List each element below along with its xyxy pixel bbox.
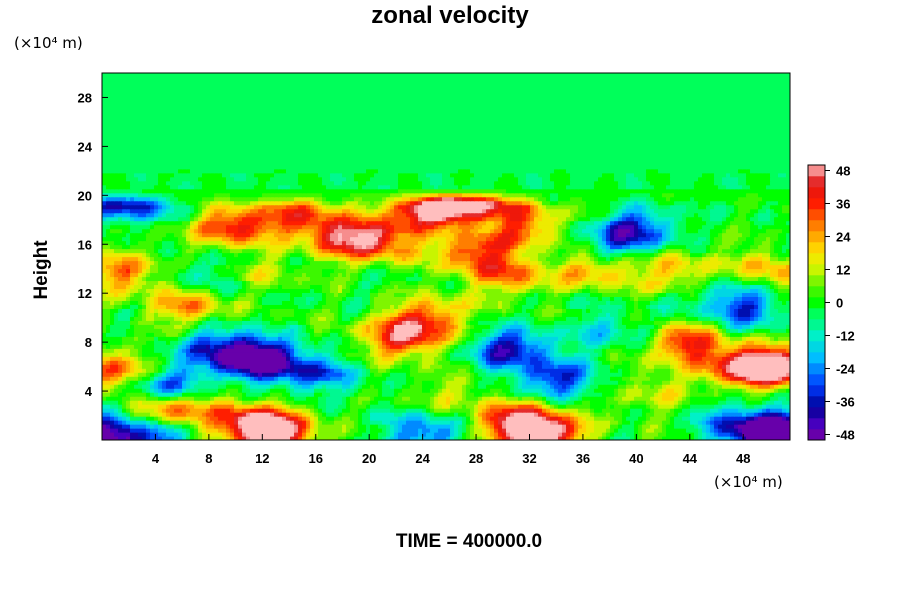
colorbar-segment [808, 385, 825, 396]
colorbar-segment [808, 209, 825, 220]
colorbar-segment [808, 242, 825, 253]
colorbar-segment [808, 352, 825, 363]
colorbar-segment [808, 374, 825, 385]
y-tick-label: 4 [85, 384, 93, 399]
y-tick-label: 20 [78, 188, 92, 203]
colorbar: 48 36 24 12 0 -12 -24 -36 -48 [808, 164, 856, 443]
colorbar-segment [808, 176, 825, 187]
colorbar-segment [808, 286, 825, 297]
colorbar-tick-label: 36 [836, 197, 850, 212]
colorbar-tick-label: 24 [836, 230, 851, 245]
colorbar-segment [808, 429, 825, 440]
colorbar-segment [808, 165, 825, 176]
colorbar-segment [808, 220, 825, 231]
x-tick-label: 40 [629, 451, 643, 466]
colorbar-segment [808, 253, 825, 264]
x-tick-label: 44 [683, 451, 698, 466]
colorbar-segment [808, 418, 825, 429]
colorbar-segment [808, 319, 825, 330]
x-tick-label: 28 [469, 451, 483, 466]
y-tick-label: 24 [78, 139, 93, 154]
colorbar-segment [808, 264, 825, 275]
y-tick-label: 8 [85, 335, 92, 350]
colorbar-segment [808, 187, 825, 198]
x-tick-label: 8 [205, 451, 212, 466]
colorbar-segment [808, 275, 825, 286]
colorbar-segment [808, 297, 825, 308]
colorbar-segment [808, 231, 825, 242]
y-tick-label: 28 [78, 90, 92, 105]
colorbar-tick-label: -24 [836, 362, 856, 377]
colorbar-segment [808, 396, 825, 407]
colorbar-tick-label: -48 [836, 428, 855, 443]
colorbar-tick-label: 12 [836, 263, 850, 278]
x-tick-label: 24 [415, 451, 430, 466]
x-tick-label: 36 [576, 451, 590, 466]
x-tick-label: 16 [309, 451, 323, 466]
colorbar-tick-label: -12 [836, 329, 855, 344]
x-tick-label: 48 [736, 451, 750, 466]
x-tick-label: 4 [152, 451, 160, 466]
colorbar-segment [808, 308, 825, 319]
colorbar-segment [808, 330, 825, 341]
colorbar-segment [808, 341, 825, 352]
x-tick-label: 32 [522, 451, 536, 466]
colorbar-segment [808, 407, 825, 418]
colorbar-tick-label: 0 [836, 296, 843, 311]
y-tick-label: 16 [78, 237, 92, 252]
velocity-field [102, 73, 791, 441]
colorbar-segment [808, 363, 825, 374]
y-tick-label: 12 [78, 286, 92, 301]
colorbar-segment [808, 198, 825, 209]
x-tick-label: 20 [362, 451, 376, 466]
colorbar-tick-label: -36 [836, 395, 855, 410]
colorbar-tick-label: 48 [836, 164, 850, 179]
x-tick-label: 12 [255, 451, 269, 466]
